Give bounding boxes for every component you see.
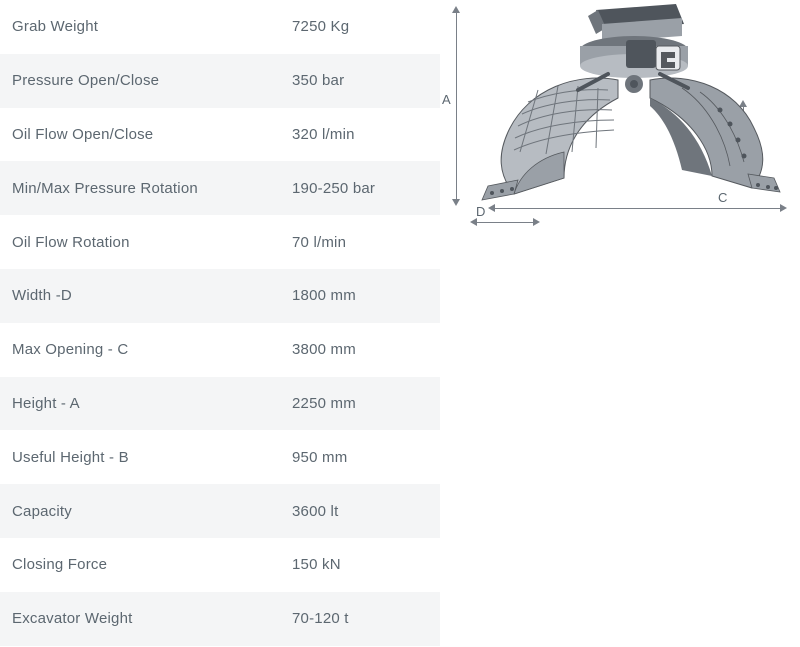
spec-row: Grab Weight7250 Kg (0, 0, 440, 54)
grab-illustration (468, 2, 788, 222)
spec-row: Pressure Open/Close350 bar (0, 54, 440, 108)
spec-label: Grab Weight (12, 18, 292, 35)
spec-value: 190-250 bar (292, 180, 375, 197)
spec-row: Useful Height - B950 mm (0, 430, 440, 484)
spec-value: 1800 mm (292, 287, 356, 304)
spec-value: 7250 Kg (292, 18, 349, 35)
spec-label: Max Opening - C (12, 341, 292, 358)
dim-label-a: A (442, 92, 451, 107)
spec-value: 150 kN (292, 556, 341, 573)
spec-label: Excavator Weight (12, 610, 292, 627)
spec-value: 70 l/min (292, 234, 346, 251)
spec-value: 3800 mm (292, 341, 356, 358)
spec-row: Max Opening - C3800 mm (0, 323, 440, 377)
spec-label: Min/Max Pressure Rotation (12, 180, 292, 197)
spec-row: Capacity3600 lt (0, 484, 440, 538)
spec-table: Grab Weight7250 KgPressure Open/Close350… (0, 0, 440, 647)
spec-value: 70-120 t (292, 610, 349, 627)
spec-label: Oil Flow Open/Close (12, 126, 292, 143)
spec-value: 350 bar (292, 72, 344, 89)
spec-label: Height - A (12, 395, 292, 412)
spec-label: Closing Force (12, 556, 292, 573)
spec-label: Useful Height - B (12, 449, 292, 466)
spec-row: Excavator Weight70-120 t (0, 592, 440, 646)
spec-value: 950 mm (292, 449, 347, 466)
spec-label: Width -D (12, 287, 292, 304)
spec-value: 3600 lt (292, 503, 338, 520)
spec-row: Min/Max Pressure Rotation190-250 bar (0, 161, 440, 215)
spec-label: Capacity (12, 503, 292, 520)
spec-row: Width -D1800 mm (0, 269, 440, 323)
spec-label: Oil Flow Rotation (12, 234, 292, 251)
spec-label: Pressure Open/Close (12, 72, 292, 89)
spec-value: 320 l/min (292, 126, 355, 143)
spec-row: Height - A2250 mm (0, 377, 440, 431)
spec-value: 2250 mm (292, 395, 356, 412)
spec-row: Oil Flow Rotation70 l/min (0, 215, 440, 269)
spec-row: Oil Flow Open/Close320 l/min (0, 108, 440, 162)
spec-row: Closing Force150 kN (0, 538, 440, 592)
product-diagram: A B C D (440, 0, 800, 260)
